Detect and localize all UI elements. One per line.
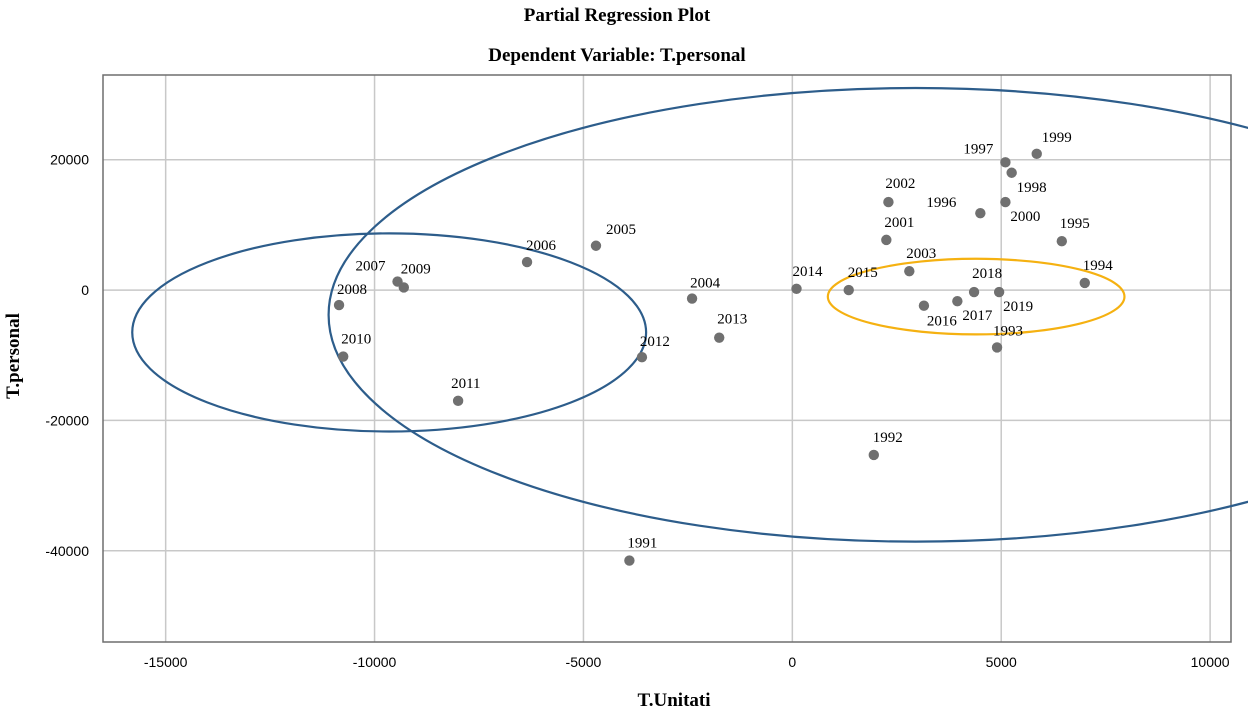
annotation-ellipse xyxy=(826,257,1126,336)
data-points: 1991 1992 1993 1994 1995 1996 1997 1998 1999 2000… xyxy=(333,130,1114,566)
chart-subtitle: Dependent Variable: T.personal xyxy=(488,45,745,66)
data-point-1996 xyxy=(975,207,986,219)
data-point-1993 xyxy=(991,342,1003,353)
data-label-2004: 2004 xyxy=(690,276,721,292)
data-label-2017: 2017 xyxy=(962,308,993,324)
chart-title: Partial Regression Plot xyxy=(524,5,711,26)
data-label-1991: 1991 xyxy=(627,536,657,552)
y-axis-label: T.personal xyxy=(3,313,24,399)
data-label-2003: 2003 xyxy=(906,246,936,262)
data-label-1992: 1992 xyxy=(873,430,903,446)
data-point-2002 xyxy=(883,196,894,208)
data-label-2007: 2007 xyxy=(356,259,387,275)
data-label-2005: 2005 xyxy=(606,222,636,238)
data-point-2013 xyxy=(714,332,725,343)
y-tick-label: 0 xyxy=(81,282,89,298)
data-point-2010 xyxy=(338,351,349,362)
data-point-2018 xyxy=(968,286,980,298)
data-label-2010: 2010 xyxy=(341,332,371,348)
data-point-2000 xyxy=(1000,196,1011,208)
data-label-1997: 1997 xyxy=(963,141,994,157)
data-point-1999 xyxy=(1031,148,1042,160)
data-point-2005 xyxy=(590,240,602,251)
data-point-2009 xyxy=(398,282,409,293)
data-point-2019 xyxy=(993,286,1005,298)
y-axis-ticks: 20000 0 -20000 -40000 xyxy=(45,152,89,559)
x-tick-label: -10000 xyxy=(353,654,397,670)
x-tick-label: 10000 xyxy=(1191,654,1230,670)
data-label-2009: 2009 xyxy=(401,261,431,277)
data-label-2014: 2014 xyxy=(793,264,824,280)
x-tick-label: 5000 xyxy=(986,654,1017,670)
annotation-ellipse xyxy=(131,232,648,433)
x-tick-label: -5000 xyxy=(566,654,602,670)
annotation-ellipses xyxy=(131,87,1248,543)
data-point-2004 xyxy=(686,293,698,304)
data-label-1995: 1995 xyxy=(1060,216,1090,232)
y-tick-label: -20000 xyxy=(45,412,89,428)
x-axis-label: T.Unitati xyxy=(637,690,710,711)
data-point-1991 xyxy=(624,555,635,566)
data-label-2019: 2019 xyxy=(1003,299,1033,315)
data-point-1994 xyxy=(1079,277,1090,289)
y-tick-label: 20000 xyxy=(50,152,89,168)
data-label-2008: 2008 xyxy=(337,282,367,298)
data-point-1998 xyxy=(1006,167,1017,178)
data-point-2017 xyxy=(952,295,963,307)
data-point-2003 xyxy=(904,265,915,277)
data-label-1994: 1994 xyxy=(1083,258,1114,274)
data-label-1999: 1999 xyxy=(1042,130,1072,146)
x-axis-ticks: -15000 -10000 -5000 0 5000 10000 xyxy=(144,654,1230,670)
data-point-2001 xyxy=(881,234,892,246)
data-label-1993: 1993 xyxy=(993,323,1023,339)
data-label-2011: 2011 xyxy=(451,376,480,392)
plot-area: 1991 1992 1993 1994 1995 1996 1997 1998 1999 2000… xyxy=(102,74,1248,643)
data-point-1997 xyxy=(1000,157,1011,168)
gridlines xyxy=(103,75,1231,642)
plot-frame xyxy=(102,74,1232,643)
data-label-2016: 2016 xyxy=(927,314,958,330)
data-label-2001: 2001 xyxy=(884,215,914,231)
data-label-2002: 2002 xyxy=(885,176,915,192)
data-point-2016 xyxy=(918,300,930,311)
data-point-1995 xyxy=(1056,235,1068,247)
data-point-2012 xyxy=(636,351,648,363)
data-label-2000: 2000 xyxy=(1010,209,1040,225)
annotation-ellipse xyxy=(327,87,1248,543)
data-label-2015: 2015 xyxy=(848,265,878,281)
data-label-2006: 2006 xyxy=(526,238,557,254)
data-point-1992 xyxy=(868,449,879,461)
data-point-2008 xyxy=(333,299,345,311)
y-tick-label: -40000 xyxy=(45,543,89,559)
data-point-2006 xyxy=(521,256,533,268)
data-label-2013: 2013 xyxy=(717,312,747,328)
data-label-1998: 1998 xyxy=(1017,180,1047,196)
x-tick-label: -15000 xyxy=(144,654,188,670)
data-point-2011 xyxy=(452,395,464,407)
data-label-2018: 2018 xyxy=(972,266,1002,282)
x-tick-label: 0 xyxy=(788,654,796,670)
data-point-2014 xyxy=(791,283,802,294)
data-label-1996: 1996 xyxy=(926,195,957,211)
data-point-2015 xyxy=(843,284,854,296)
data-label-2012: 2012 xyxy=(640,334,670,350)
